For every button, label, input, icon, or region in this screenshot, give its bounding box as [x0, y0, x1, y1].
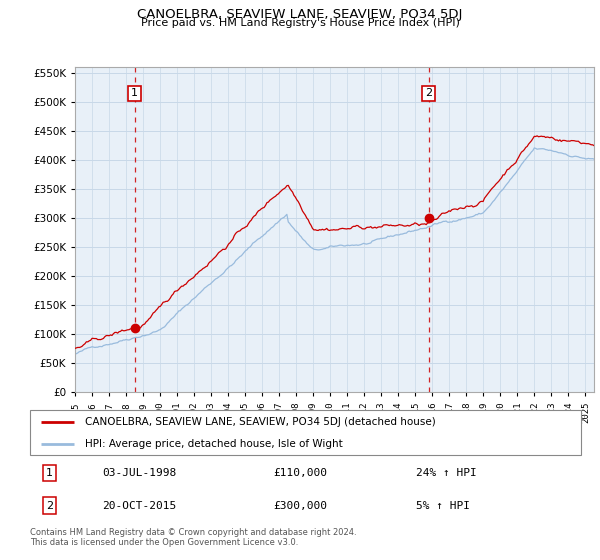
Text: 5% ↑ HPI: 5% ↑ HPI	[416, 501, 470, 511]
Text: 1: 1	[131, 88, 138, 99]
Text: CANOELBRA, SEAVIEW LANE, SEAVIEW, PO34 5DJ: CANOELBRA, SEAVIEW LANE, SEAVIEW, PO34 5…	[137, 8, 463, 21]
Text: 20-OCT-2015: 20-OCT-2015	[102, 501, 176, 511]
FancyBboxPatch shape	[30, 410, 581, 455]
Text: £300,000: £300,000	[273, 501, 327, 511]
Text: This data is licensed under the Open Government Licence v3.0.: This data is licensed under the Open Gov…	[30, 538, 298, 547]
Text: Price paid vs. HM Land Registry's House Price Index (HPI): Price paid vs. HM Land Registry's House …	[140, 18, 460, 29]
Text: 1: 1	[46, 468, 53, 478]
Text: Contains HM Land Registry data © Crown copyright and database right 2024.: Contains HM Land Registry data © Crown c…	[30, 528, 356, 536]
Text: 03-JUL-1998: 03-JUL-1998	[102, 468, 176, 478]
Text: HPI: Average price, detached house, Isle of Wight: HPI: Average price, detached house, Isle…	[85, 438, 343, 449]
Text: £110,000: £110,000	[273, 468, 327, 478]
Text: CANOELBRA, SEAVIEW LANE, SEAVIEW, PO34 5DJ (detached house): CANOELBRA, SEAVIEW LANE, SEAVIEW, PO34 5…	[85, 417, 436, 427]
Text: 2: 2	[425, 88, 433, 99]
Text: 24% ↑ HPI: 24% ↑ HPI	[416, 468, 477, 478]
Text: 2: 2	[46, 501, 53, 511]
